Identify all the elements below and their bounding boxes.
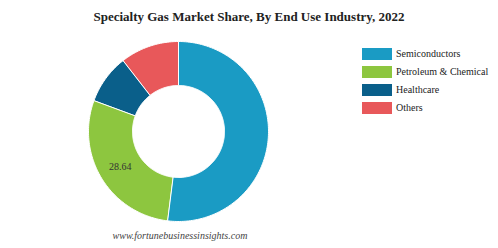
html-text:Healthcare: Healthcare bbox=[396, 84, 440, 95]
html-text:www.fortunebusinessinsights.co: www.fortunebusinessinsights.com bbox=[112, 230, 248, 241]
html-text:Petroleum & Chemical: Petroleum & Chemical bbox=[396, 66, 489, 77]
html-text:Specialty Gas Market Share, By: Specialty Gas Market Share, By End Use I… bbox=[93, 9, 405, 24]
html-text:Others: Others bbox=[396, 102, 423, 113]
svg-text:28.64: 28.64 bbox=[109, 161, 132, 172]
html-text:Semiconductors: Semiconductors bbox=[396, 48, 461, 59]
